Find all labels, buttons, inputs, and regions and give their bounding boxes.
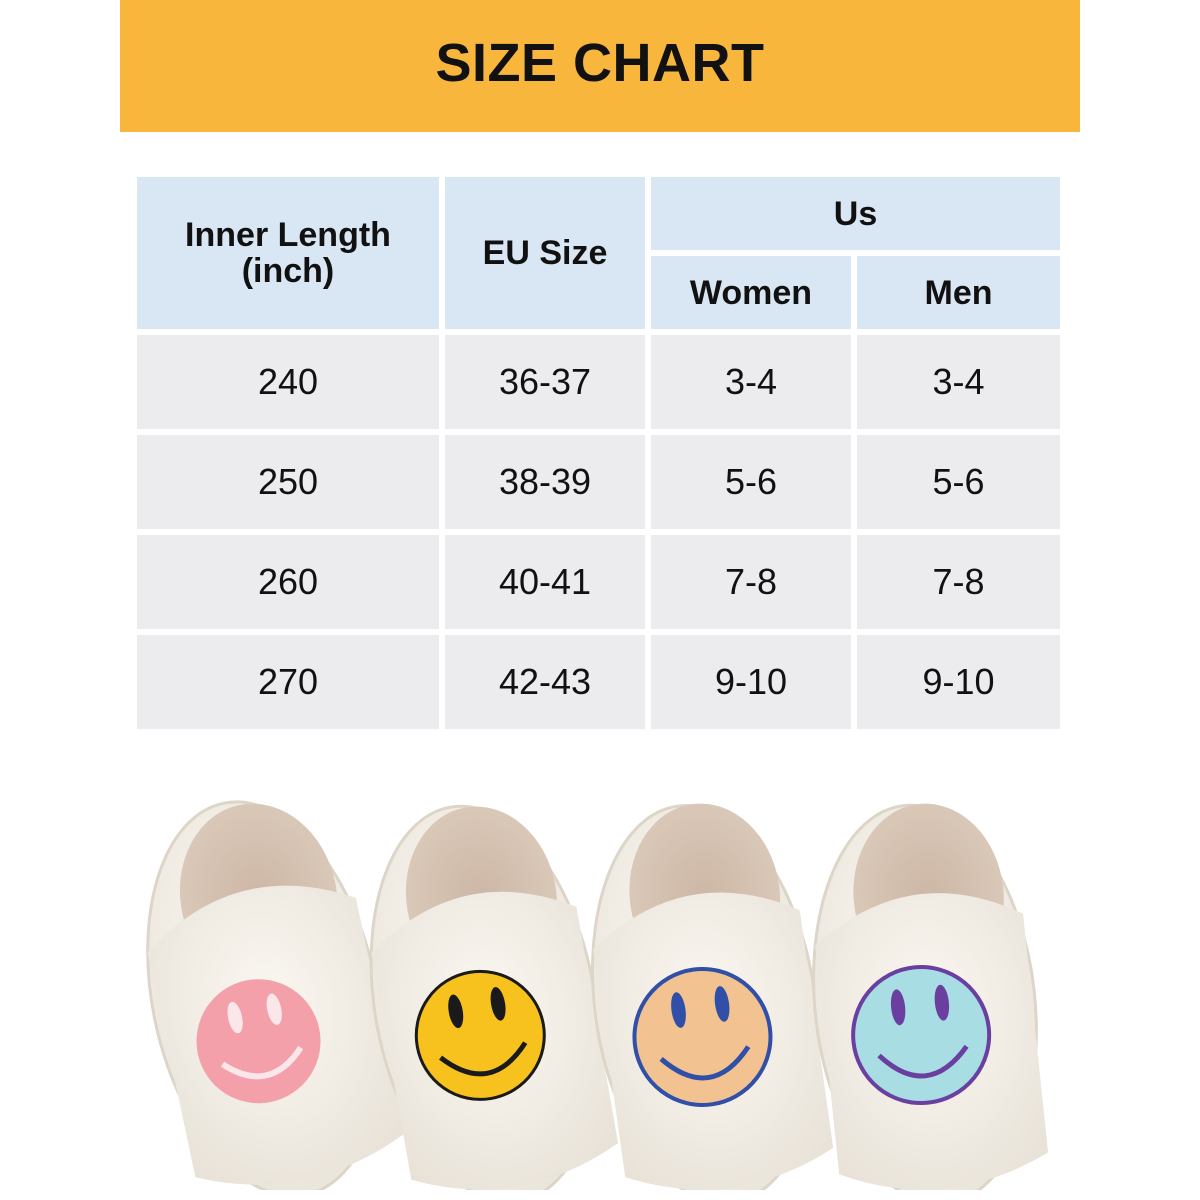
table-row: 270 42-43 9-10 9-10 [137,635,1060,729]
cell-inner-length: 240 [137,335,439,429]
header-inner-length: Inner Length (inch) [137,177,439,329]
cell-inner-length: 250 [137,435,439,529]
table-row: 260 40-41 7-8 7-8 [137,535,1060,629]
table-row: 240 36-37 3-4 3-4 [137,335,1060,429]
cell-eu-size: 38-39 [445,435,645,529]
peach-smiley-slipper-icon [591,803,834,1200]
cell-eu-size: 42-43 [445,635,645,729]
cell-us-men: 3-4 [857,335,1060,429]
yellow-smiley-slipper-icon [369,804,619,1200]
table-header-row: Inner Length (inch) EU Size Us [137,177,1060,329]
cell-inner-length: 260 [137,535,439,629]
cell-us-men: 7-8 [857,535,1060,629]
size-chart-banner: SIZE CHART [120,0,1080,132]
header-us: Us [651,177,1060,250]
cell-us-women: 7-8 [651,535,851,629]
header-us-women: Women [651,256,851,329]
cell-us-women: 3-4 [651,335,851,429]
cell-eu-size: 40-41 [445,535,645,629]
blue-smiley-slipper-icon [812,803,1049,1200]
table-subheader-row: Women Men [137,256,1060,329]
cell-us-men: 9-10 [857,635,1060,729]
slippers-product-image [120,770,1080,1200]
cell-inner-length: 270 [137,635,439,729]
cell-us-women: 5-6 [651,435,851,529]
slippers-illustration [146,800,1049,1200]
cell-us-women: 9-10 [651,635,851,729]
header-us-men: Men [857,256,1060,329]
table-row: 250 38-39 5-6 5-6 [137,435,1060,529]
cell-eu-size: 36-37 [445,335,645,429]
header-eu-size: EU Size [445,177,645,329]
cell-us-men: 5-6 [857,435,1060,529]
size-table: Inner Length (inch) EU Size Us Women Men… [131,171,1066,735]
page-title: SIZE CHART [435,33,765,93]
pink-smiley-slipper-icon [146,800,406,1198]
